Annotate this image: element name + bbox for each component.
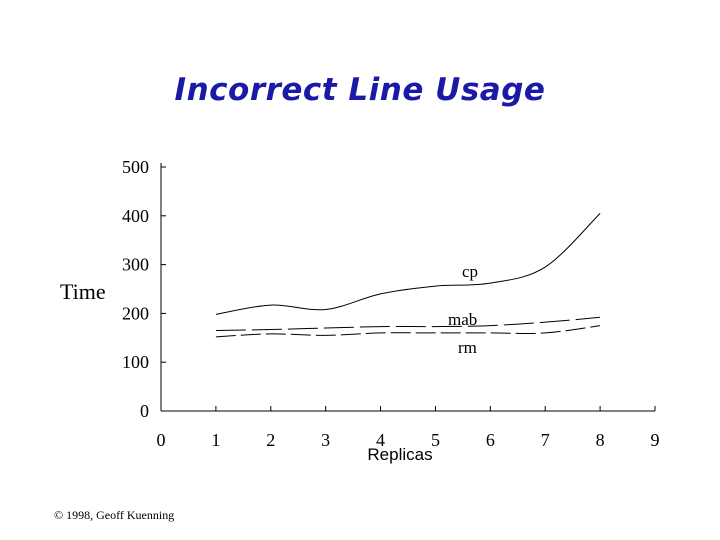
chart-series [215, 213, 601, 338]
y-tick-label: 100 [122, 352, 149, 372]
x-tick-label: 1 [211, 430, 220, 450]
chart-ticks: 0 100 200 300 400 500 0 1 2 3 4 5 6 7 8 9 [122, 157, 660, 450]
series-label-rm: rm [458, 338, 477, 357]
series-label-mab: mab [448, 310, 477, 329]
slide-title: Incorrect Line Usage [174, 72, 546, 108]
y-tick-label: 200 [122, 303, 149, 323]
x-tick-label: 8 [596, 430, 605, 450]
chart-axes [160, 163, 655, 412]
x-tick-label: 2 [266, 430, 275, 450]
y-tick-label: 300 [122, 255, 149, 275]
series-label-cp: cp [462, 262, 478, 281]
series-line-cp [215, 213, 601, 315]
y-axis-title: Time [60, 279, 106, 304]
y-tick-label: 500 [122, 157, 149, 177]
y-tick-label: 0 [140, 401, 149, 421]
x-tick-label: 4 [376, 430, 385, 450]
x-tick-label: 3 [321, 430, 330, 450]
x-tick-label: 7 [541, 430, 550, 450]
chart-labels: Time Replicas cp mab rm [60, 262, 478, 464]
x-axis-title: Replicas [367, 445, 432, 464]
series-line-mab [215, 316, 601, 331]
series-line-rm [215, 325, 601, 338]
x-tick-label: 6 [486, 430, 495, 450]
copyright-footer: © 1998, Geoff Kuenning [54, 508, 175, 522]
y-tick-label: 400 [122, 206, 149, 226]
x-tick-label: 5 [431, 430, 440, 450]
x-tick-label: 0 [157, 430, 166, 450]
x-tick-label: 9 [651, 430, 660, 450]
